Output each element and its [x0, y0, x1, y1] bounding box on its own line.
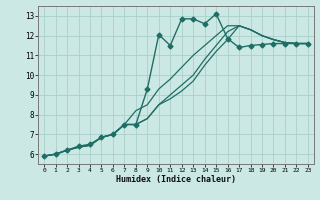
X-axis label: Humidex (Indice chaleur): Humidex (Indice chaleur) [116, 175, 236, 184]
